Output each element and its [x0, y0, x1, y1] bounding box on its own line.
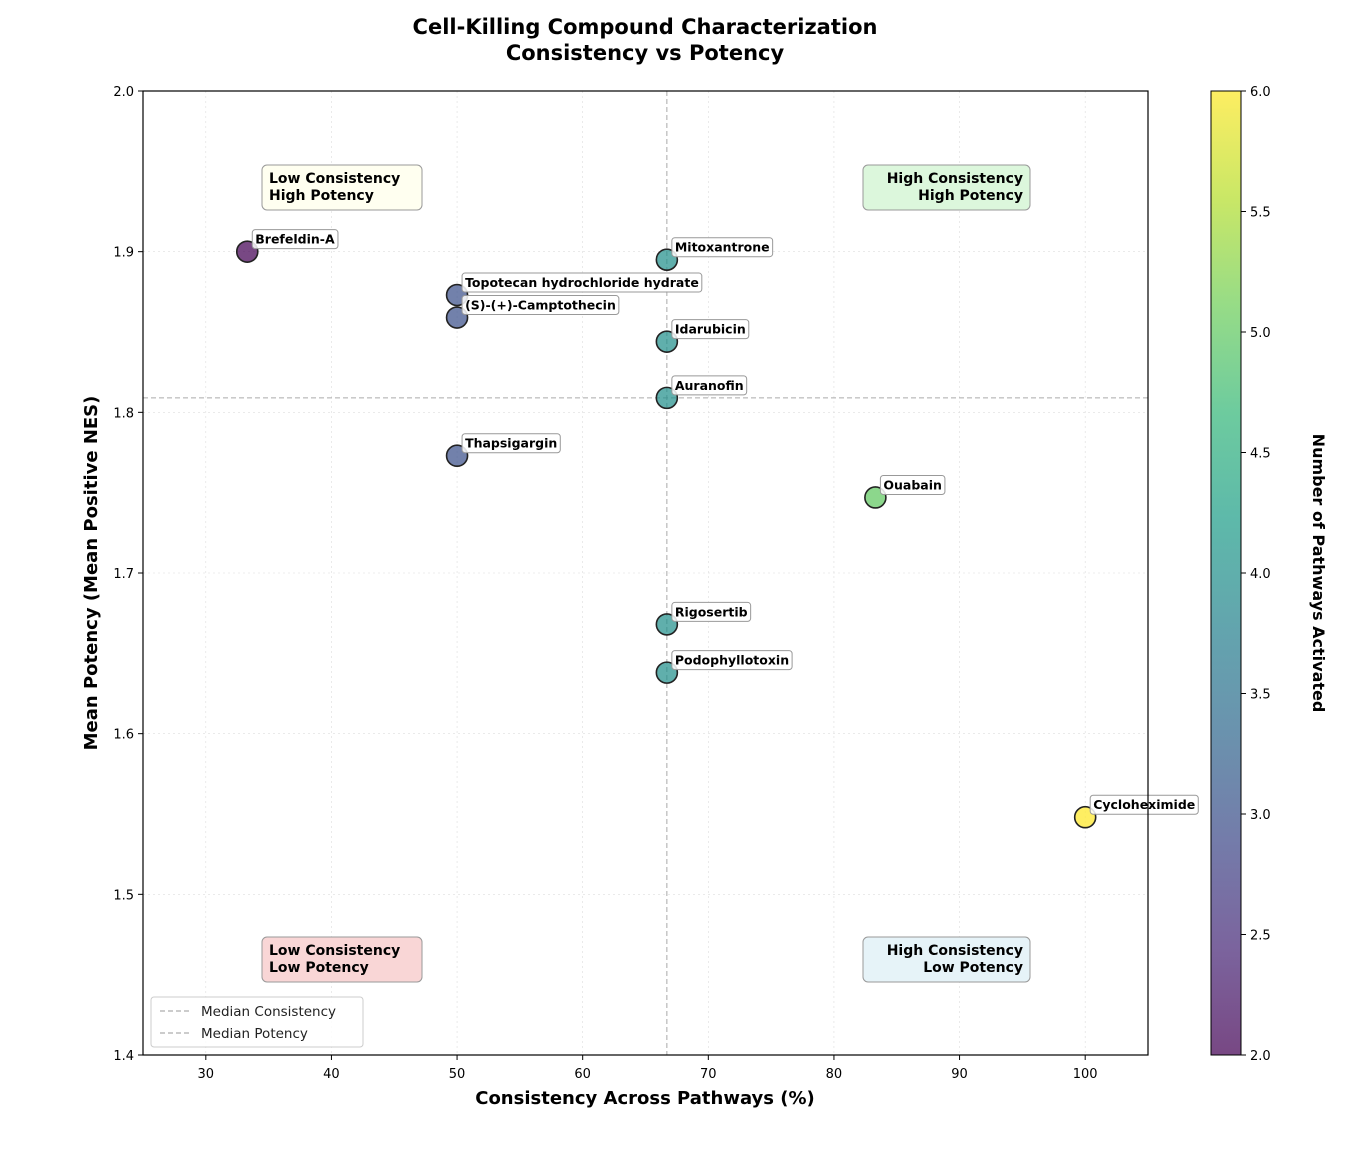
point-auranofin: Auranofin [655, 375, 748, 410]
point-label-box [461, 272, 703, 293]
y-axis-label: Mean Potency (Mean Positive NES) [81, 396, 102, 751]
y-tick-label: 2.0 [113, 85, 134, 100]
point-idarubicin: Idarubicin [655, 319, 750, 353]
quadrant-text: Low Consistency [269, 171, 400, 187]
colorbar-tick-label: 6.0 [1250, 85, 1271, 100]
x-tick-label: 80 [826, 1067, 843, 1082]
legend-median-potency: Median Potency [201, 1026, 308, 1042]
x-tick-label: 30 [198, 1067, 215, 1082]
chart-title: Cell-Killing Compound Characterization [413, 15, 878, 39]
point-podophyllotoxin: Podophyllotoxin [655, 650, 793, 684]
x-axis-label: Consistency Across Pathways (%) [475, 1088, 815, 1109]
x-tick-label: 40 [323, 1067, 340, 1082]
point-label: Rigosertib [675, 604, 748, 619]
gridlines [143, 90, 1148, 1056]
y-tick-label: 1.8 [113, 406, 134, 421]
point-label: Ouabain [883, 477, 942, 492]
point-label-box [671, 650, 793, 671]
colorbar-tick-label: 4.0 [1250, 567, 1271, 582]
colorbar: 2.0 2.5 3.0 3.5 4.0 4.5 5.0 5.5 6.0 [1210, 85, 1271, 1064]
point-label-box [879, 474, 946, 495]
point-label-box [461, 295, 620, 316]
y-tick-label: 1.7 [113, 567, 134, 582]
point-mitoxantrone: Mitoxantrone [655, 237, 774, 272]
quadrant-text: High Potency [269, 188, 374, 204]
point-label: Mitoxantrone [675, 240, 770, 255]
point-label: Topotecan hydrochloride hydrate [465, 275, 699, 290]
colorbar-label: Number of Pathways Activated [1309, 434, 1328, 713]
data-points: Brefeldin-A Mitoxantrone Topotecan hydroch… [235, 229, 1199, 829]
legend-box [150, 996, 364, 1048]
colorbar-tick-label: 5.5 [1250, 206, 1271, 221]
colorbar-tick-label: 2.5 [1250, 929, 1271, 944]
point-cycloheximide: Cycloheximide [1073, 794, 1199, 829]
point-label: Thapsigargin [465, 436, 557, 451]
y-tick-label: 1.5 [113, 888, 134, 903]
point-label: Cycloheximide [1093, 797, 1195, 812]
quadrant-text: High Consistency [887, 171, 1023, 187]
point-ouabain: Ouabain [864, 474, 946, 509]
point-label: Podophyllotoxin [675, 653, 789, 668]
colorbar-tick-label: 4.5 [1250, 447, 1271, 462]
legend-median-consistency: Median Consistency [201, 1004, 336, 1020]
y-tick-label: 1.9 [113, 246, 134, 261]
x-tick-label: 100 [1073, 1067, 1098, 1082]
colorbar-tick-label: 2.0 [1250, 1049, 1271, 1064]
y-tick-label: 1.6 [113, 728, 134, 743]
quadrant-box [862, 164, 1031, 211]
legend: Median Consistency Median Potency [150, 996, 364, 1048]
colorbar-tick-label: 3.0 [1250, 808, 1271, 823]
quadrant-box [261, 164, 423, 211]
point-label-box [671, 319, 750, 340]
point-label-box [461, 433, 561, 454]
x-tick-label: 60 [574, 1067, 591, 1082]
point-label-box [251, 229, 339, 250]
colorbar-tick-label: 3.5 [1250, 688, 1271, 703]
point-s-camptothecin: (S)-(+)-Camptothecin [445, 295, 620, 329]
x-tick-label: 50 [449, 1067, 466, 1082]
colorbar-tick-label: 5.0 [1250, 326, 1271, 341]
x-tick-label: 90 [951, 1067, 968, 1082]
point-label-box [1089, 794, 1199, 815]
quadrant-box [261, 936, 423, 983]
point-label: Brefeldin-A [255, 232, 335, 247]
quadrant-text: High Potency [918, 188, 1023, 204]
point-label: Idarubicin [675, 322, 746, 337]
y-tick-label: 1.4 [113, 1049, 134, 1064]
x-tick-label: 70 [700, 1067, 717, 1082]
quadrant-text: Low Potency [269, 960, 369, 976]
colorbar-gradient [1210, 90, 1242, 1056]
quadrant-text: Low Potency [923, 960, 1023, 976]
point-label-box [671, 375, 748, 396]
chart-subtitle: Consistency vs Potency [506, 41, 785, 65]
point-brefeldin-a: Brefeldin-A [235, 229, 339, 263]
point-rigosertib: Rigosertib [655, 601, 752, 636]
point-thapsigargin: Thapsigargin [445, 433, 561, 468]
axes: 30 40 50 60 70 80 90 100 1.4 1.5 1.6 1.7 1.8 1.9 2.0 [113, 85, 1097, 1082]
point-topotecan-hydrochloride-hydrate: Topotecan hydrochloride hydrate [445, 272, 703, 307]
point-label: Auranofin [675, 378, 744, 393]
point-label-box [671, 237, 774, 258]
quadrant-text: Low Consistency [269, 943, 400, 959]
point-label: (S)-(+)-Camptothecin [465, 298, 616, 313]
quadrant-text: High Consistency [887, 943, 1023, 959]
quadrant-box [862, 936, 1031, 983]
point-label-box [671, 601, 752, 622]
